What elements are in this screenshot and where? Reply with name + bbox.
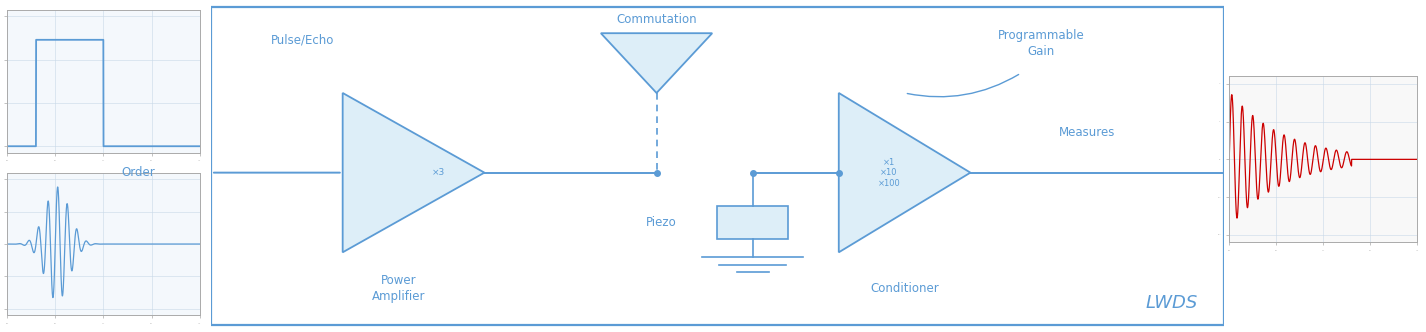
Text: Measures: Measures xyxy=(1058,126,1115,139)
Text: ×3: ×3 xyxy=(432,168,445,177)
Text: Programmable
Gain: Programmable Gain xyxy=(998,29,1085,58)
Polygon shape xyxy=(342,93,485,252)
Bar xyxy=(717,206,789,239)
Polygon shape xyxy=(600,33,712,93)
Text: Conditioner: Conditioner xyxy=(870,282,938,295)
Polygon shape xyxy=(838,93,970,252)
Text: Pulse/Echo: Pulse/Echo xyxy=(271,33,334,46)
Text: Piezo: Piezo xyxy=(646,216,677,229)
Text: ×1
×10
×100: ×1 ×10 ×100 xyxy=(877,158,900,188)
Text: Power
Amplifier: Power Amplifier xyxy=(372,274,425,303)
Text: Commutation: Commutation xyxy=(616,13,697,26)
Text: LWDS: LWDS xyxy=(1147,294,1198,312)
Text: Order: Order xyxy=(121,166,155,179)
